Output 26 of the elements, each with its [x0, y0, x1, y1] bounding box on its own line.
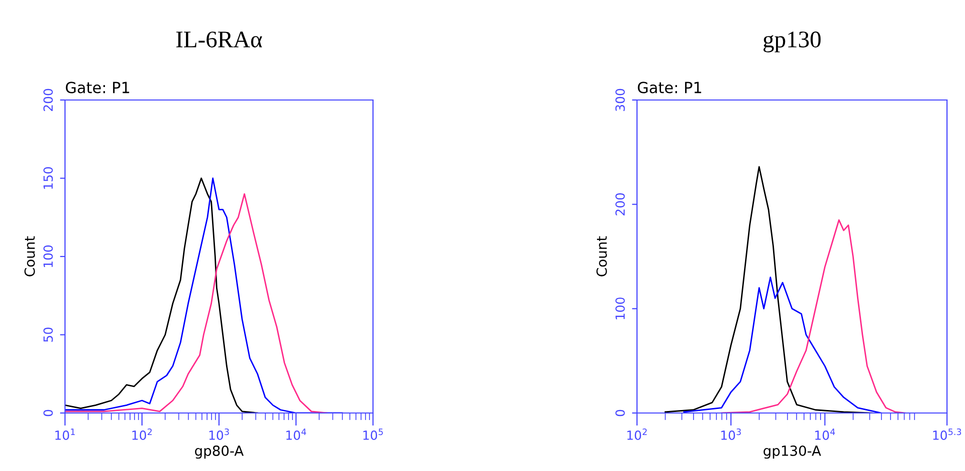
x-tick-label: 10$^{1}$: [55, 428, 75, 440]
x-tick-label: 10$^{2}$: [627, 428, 647, 440]
x-tick-label: 10$^{5}$: [363, 428, 383, 440]
x-tick-label: 10$^{4}$: [286, 428, 306, 440]
x-axis-title: gp130-A: [764, 445, 822, 459]
x-axis-title: gp80-A: [195, 445, 244, 459]
y-tick-label: 0: [615, 410, 625, 416]
x-tick-label: 10$^{2}$: [132, 428, 152, 440]
y-tick-label: 50: [43, 328, 53, 342]
chart-title: IL-6RAα: [176, 32, 262, 48]
y-axis-title: Count: [24, 236, 35, 276]
y-tick-label: 200: [615, 193, 625, 216]
x-tick-label: 10$^{4}$: [815, 428, 835, 440]
chart-subtitle: Gate: P1: [638, 82, 702, 94]
x-tick-label: 10$^{3}$: [209, 428, 229, 440]
y-tick-label: 150: [43, 167, 53, 189]
y-tick-label: 100: [615, 298, 625, 320]
chart-subtitle: Gate: P1: [66, 82, 130, 94]
x-tick-label: 10$^{5.3}$: [933, 428, 962, 440]
y-axis-title: Count: [596, 236, 607, 276]
y-tick-label: 300: [615, 88, 625, 111]
y-tick-label: 200: [43, 88, 53, 112]
chart-title: gp130: [764, 32, 821, 52]
y-tick-label: 0: [43, 410, 53, 416]
x-tick-label: 10$^{3}$: [721, 428, 741, 440]
y-tick-label: 100: [43, 245, 53, 268]
